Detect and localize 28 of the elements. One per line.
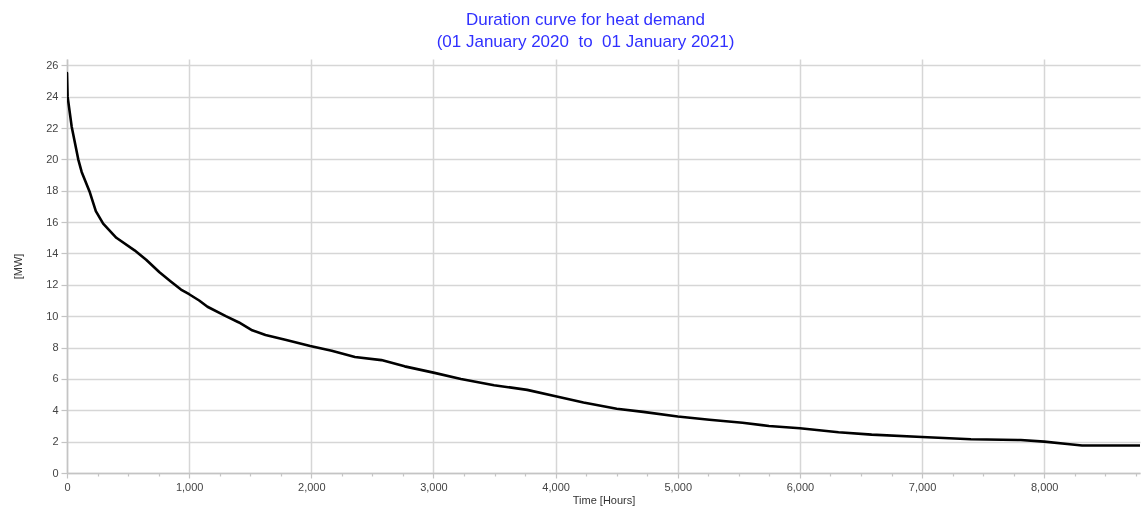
y-tick-label: 4 — [52, 403, 59, 416]
x-tick-label: 0 — [64, 480, 71, 493]
y-tick-label: 20 — [46, 152, 59, 165]
x-tick-label: 4,000 — [542, 480, 570, 493]
y-tick-label: 16 — [46, 215, 59, 228]
x-tick-label: 1,000 — [175, 480, 204, 493]
y-tick-label: 26 — [46, 58, 59, 71]
x-tick-label: 2,000 — [298, 480, 326, 493]
x-tick-label: 8,000 — [1030, 480, 1059, 493]
y-tick-label: 18 — [46, 184, 59, 197]
y-tick-label: 14 — [46, 246, 59, 259]
y-tick-label: 10 — [46, 309, 59, 322]
chart-title: Duration curve for heat demand — [465, 10, 706, 29]
x-tick-label: 3,000 — [420, 480, 448, 493]
x-axis-title: Time [Hours] — [572, 493, 636, 506]
y-tick-label: 22 — [46, 121, 59, 134]
y-tick-label: 8 — [52, 341, 59, 354]
x-tick-label: 6,000 — [786, 480, 815, 493]
y-tick-label: 6 — [52, 372, 59, 385]
x-tick-label: 5,000 — [664, 480, 693, 493]
line-series — [67, 71, 1140, 447]
y-tick-label: 12 — [46, 278, 59, 291]
chart-subtitle: (01 January 2020 to 01 January 2021) — [436, 32, 735, 51]
x-tick-label: 7,000 — [908, 480, 937, 493]
y-tick-label: 24 — [46, 90, 59, 103]
y-tick-label: 0 — [52, 466, 59, 479]
y-tick-label: 2 — [52, 435, 59, 448]
y-axis-title: [MW] — [12, 253, 25, 280]
